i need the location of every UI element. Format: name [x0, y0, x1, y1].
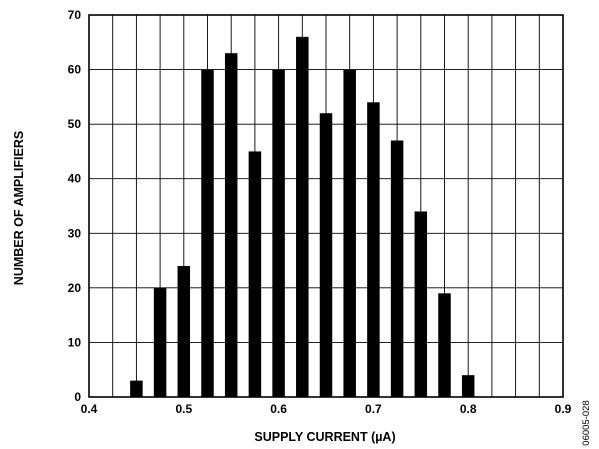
bar — [438, 293, 451, 397]
y-tick-label: 40 — [68, 172, 82, 186]
plot-frame — [88, 14, 564, 398]
x-tick-label: 0.5 — [175, 402, 192, 416]
x-tick-label: 0.4 — [81, 402, 98, 416]
y-tick-label: 70 — [68, 8, 82, 22]
y-tick-label: 50 — [68, 117, 82, 131]
bar — [153, 287, 167, 397]
x-tick-labels: 0.4 0.5 0.6 0.7 0.8 0.9 — [81, 402, 572, 416]
bar — [296, 36, 309, 397]
bars-group — [130, 36, 475, 398]
bar — [319, 113, 333, 397]
x-tick-label: 0.7 — [365, 402, 382, 416]
y-tick-label: 30 — [68, 226, 82, 240]
bar — [248, 151, 262, 397]
x-tick-label: 0.9 — [555, 402, 572, 416]
bar — [367, 102, 380, 398]
bar — [343, 69, 356, 398]
x-axis-title: SUPPLY CURRENT (µA) — [254, 430, 395, 444]
y-axis-title: NUMBER OF AMPLIFIERS — [12, 131, 26, 285]
x-tick-label: 0.6 — [270, 402, 287, 416]
bar — [201, 69, 214, 398]
bar — [224, 53, 238, 397]
y-tick-label: 10 — [68, 335, 82, 349]
y-tick-label: 60 — [68, 63, 82, 77]
bar — [130, 380, 143, 397]
y-tick-label: 20 — [68, 281, 82, 295]
bar — [177, 266, 191, 397]
y-tick-label: 0 — [74, 390, 81, 404]
figure-code: 06005-028 — [581, 400, 592, 445]
bar — [414, 211, 428, 397]
bar — [272, 69, 285, 398]
y-tick-labels: 0 10 20 30 40 50 60 70 — [68, 8, 82, 404]
x-tick-label: 0.8 — [460, 402, 477, 416]
bar — [461, 375, 475, 397]
bar — [390, 140, 404, 397]
